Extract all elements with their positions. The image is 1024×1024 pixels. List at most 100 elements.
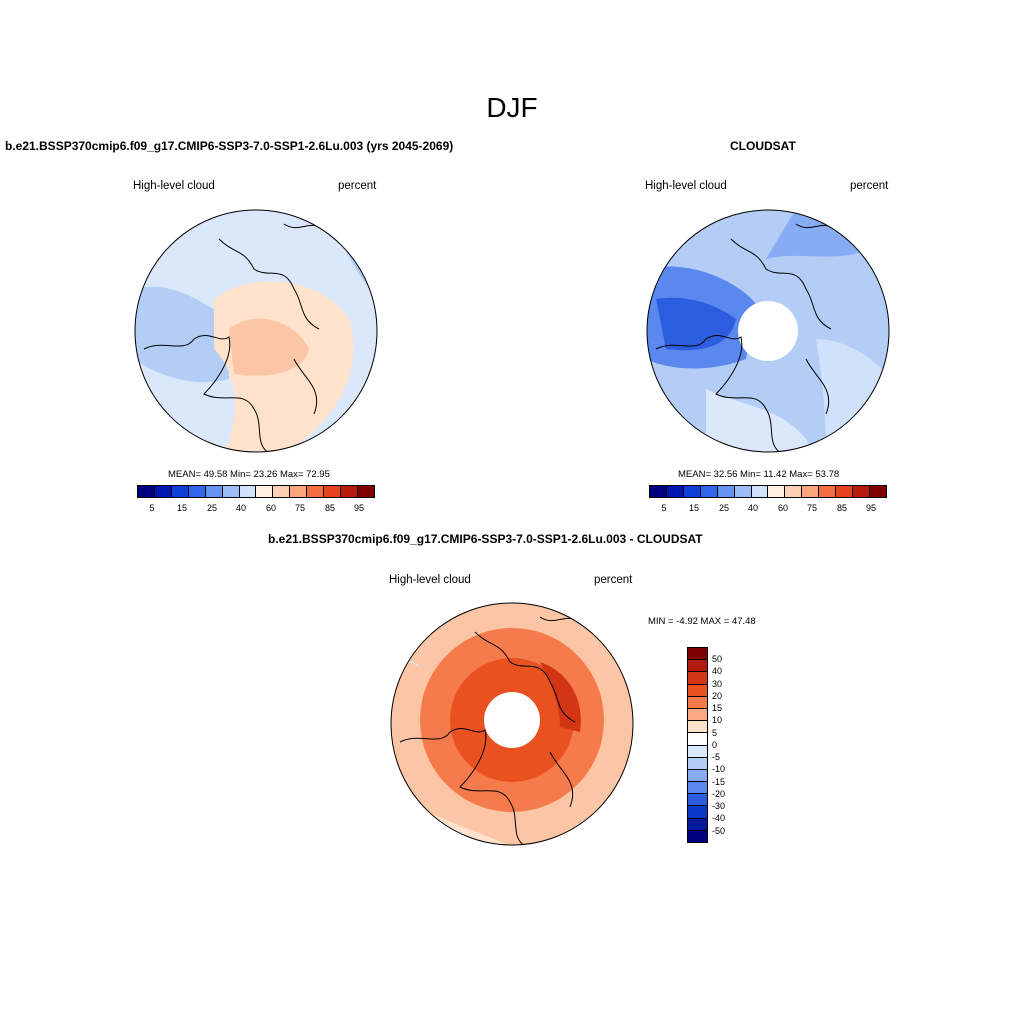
colorbar-tick-label: 40	[235, 503, 247, 513]
colorbar-tick-label: 50	[712, 654, 723, 664]
bottom-map-border	[390, 602, 634, 846]
bottom-colorbar-swatch	[688, 794, 707, 807]
colorbar-tick-label: -40	[712, 813, 726, 823]
bottom-colorbar-swatch	[688, 696, 707, 709]
right-colorbar	[649, 485, 887, 498]
colorbar-tick-label: -50	[712, 826, 726, 836]
bottom-colorbar-swatch	[688, 830, 707, 842]
colorbar-tick-label: 20	[712, 691, 723, 701]
bottom-polar-map	[390, 602, 634, 846]
right-max-region	[656, 297, 736, 351]
colorbar-tick-label: -30	[712, 801, 726, 811]
left-stats: MEAN= 49.58 Min= 23.26 Max= 72.95	[168, 469, 330, 480]
right-colorbar-swatch	[836, 486, 854, 497]
left-colorbar-swatch	[222, 486, 240, 497]
left-colorbar-swatch	[138, 486, 155, 497]
bottom-colorbar-swatch	[688, 782, 707, 795]
right-colorbar-swatch	[666, 486, 684, 497]
left-colorbar-swatch	[188, 486, 206, 497]
right-colorbar-swatch	[734, 486, 752, 497]
bottom-colorbar-swatch	[688, 806, 707, 819]
colorbar-tick-label: 15	[712, 703, 723, 713]
colorbar-tick-label: 95	[865, 503, 877, 513]
bottom-colorbar-swatch	[688, 757, 707, 770]
left-map-border	[134, 209, 378, 453]
colorbar-tick-label: -15	[712, 777, 726, 787]
right-coastlines	[655, 223, 837, 452]
right-map-border	[646, 209, 890, 453]
bottom-colorbar-swatch	[688, 769, 707, 783]
right-colorbar-swatch	[768, 486, 786, 497]
colorbar-tick-label: 60	[777, 503, 789, 513]
bottom-colorbar-swatch	[688, 684, 707, 697]
colorbar-tick-label: 40	[747, 503, 759, 513]
bottom-colorbar-swatch	[688, 721, 707, 734]
colorbar-tick-label: 25	[206, 503, 218, 513]
colorbar-tick-label: 0	[712, 740, 718, 750]
left-colorbar-swatch	[273, 486, 291, 497]
colorbar-tick-label: 25	[718, 503, 730, 513]
left-colorbar-swatch	[324, 486, 342, 497]
left-colorbar-swatch	[205, 486, 223, 497]
bottom-colorbar-swatch	[688, 733, 707, 746]
colorbar-tick-label: 60	[265, 503, 277, 513]
left-peak-region	[229, 318, 309, 376]
bottom-colorbar-swatch	[688, 745, 707, 758]
bottom-colorbar	[687, 647, 708, 843]
right-colorbar-swatch	[853, 486, 870, 497]
right-polar-map	[646, 209, 890, 453]
colorbar-tick-label: 15	[176, 503, 188, 513]
left-colorbar	[137, 485, 375, 498]
right-colorbar-swatch	[683, 486, 701, 497]
colorbar-tick-label: 5	[712, 728, 718, 738]
bottom-colorbar-swatch	[688, 708, 707, 722]
colorbar-tick-label: 75	[806, 503, 818, 513]
bottom-colorbar-labels: 50 40 30 20 15 10 5 0 -5 -10 -15 -20 -30…	[712, 647, 752, 843]
right-colorbar-swatch	[700, 486, 718, 497]
colorbar-tick-label: -10	[712, 764, 726, 774]
colorbar-tick-label: 5	[661, 503, 667, 513]
bottom-panel-title: b.e21.BSSP370cmip6.f09_g17.CMIP6-SSP3-7.…	[268, 532, 703, 546]
left-colorbar-swatch	[290, 486, 308, 497]
left-colorbar-swatch	[256, 486, 274, 497]
bottom-minmax: MIN = -4.92 MAX = 47.48	[648, 616, 756, 627]
left-variable-label: High-level cloud	[133, 180, 215, 192]
right-colorbar-swatch	[751, 486, 769, 497]
right-stats: MEAN= 32.56 Min= 11.42 Max= 53.78	[678, 469, 840, 480]
right-polar-gap	[738, 301, 798, 361]
left-colorbar-swatch	[307, 486, 325, 497]
left-colorbar-swatch	[171, 486, 189, 497]
right-units-label: percent	[850, 180, 889, 192]
right-variable-label: High-level cloud	[645, 180, 727, 192]
left-colorbar-swatch	[154, 486, 172, 497]
bottom-colorbar-swatch	[688, 648, 707, 661]
bottom-polar-gap	[484, 692, 540, 748]
right-colorbar-swatch	[650, 486, 667, 497]
colorbar-tick-label: 85	[324, 503, 336, 513]
colorbar-tick-label: 40	[712, 666, 723, 676]
colorbar-tick-label: 15	[688, 503, 700, 513]
colorbar-tick-label: 10	[712, 715, 723, 725]
left-colorbar-swatch	[341, 486, 358, 497]
left-panel-title: b.e21.BSSP370cmip6.f09_g17.CMIP6-SSP3-7.…	[5, 139, 454, 153]
left-polar-map	[134, 209, 378, 453]
left-coastlines	[143, 223, 325, 452]
bottom-peak-region	[540, 662, 581, 732]
left-low-cloud-region	[135, 286, 229, 383]
bottom-colorbar-swatch	[688, 818, 707, 831]
colorbar-tick-label: -5	[712, 752, 721, 762]
right-colorbar-swatch	[819, 486, 837, 497]
right-colorbar-swatch	[802, 486, 820, 497]
left-colorbar-labels: 5 15 25 40 60 75 85 95	[137, 503, 375, 515]
left-colorbar-swatch	[239, 486, 257, 497]
right-south-region	[706, 389, 816, 452]
left-units-label: percent	[338, 180, 377, 192]
bottom-colorbar-swatch	[688, 672, 707, 685]
right-colorbar-swatch	[785, 486, 803, 497]
right-panel-title: CLOUDSAT	[730, 139, 796, 153]
figure-title: DJF	[486, 92, 538, 123]
right-colorbar-swatch	[869, 486, 886, 497]
right-colorbar-swatch	[717, 486, 735, 497]
bottom-colorbar-swatch	[688, 660, 707, 673]
colorbar-tick-label: 30	[712, 679, 723, 689]
